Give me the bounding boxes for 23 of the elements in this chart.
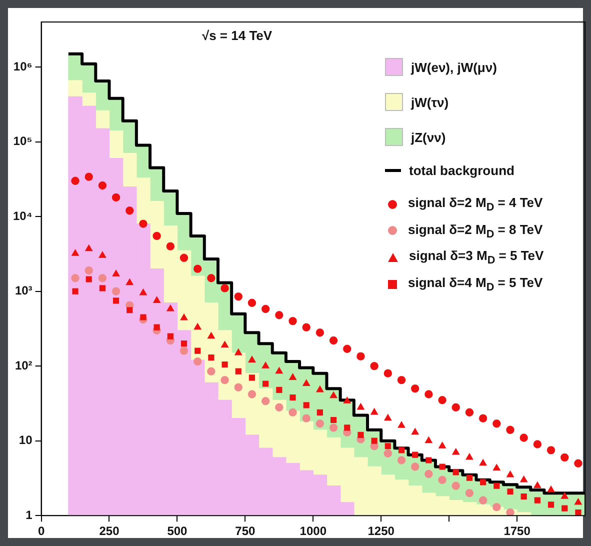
y-tick-label: 10³: [14, 284, 32, 298]
y-tick-label: 10⁴: [12, 208, 32, 223]
x-tick-label: 250: [99, 524, 120, 538]
y-tick-label: 10⁶: [13, 59, 32, 74]
x-tick-label: 1750: [504, 524, 531, 538]
legend-label: signal δ=2 M$_{D}$ = 4 TeV: [408, 195, 543, 214]
legend-label: signal δ=2 M$_{D}$ = 8 TeV: [408, 222, 543, 240]
x-tick-label: 1000: [300, 524, 327, 538]
x-tick-label: 1250: [368, 524, 395, 538]
legend-label: jZ(νν): [411, 130, 446, 144]
legend-label: signal δ=3 M$_{D}$ = 5 TeV: [409, 248, 544, 267]
x-tick-label: 500: [167, 524, 188, 538]
legend-label: total background: [409, 163, 514, 178]
x-tick-label: 750: [235, 524, 256, 538]
x-tick-label: 0: [38, 524, 45, 538]
legend-label: jW(eν), jW(μν): [411, 60, 497, 74]
y-tick-label: 1: [26, 508, 33, 522]
annotation: √s = 14 TeV: [202, 28, 272, 44]
y-tick-label: 10: [18, 433, 33, 448]
legend-label: signal δ=4 M$_{D}$ = 5 TeV: [408, 274, 543, 294]
legend-label: jW(τν): [411, 94, 449, 110]
y-tick-label: 10²: [14, 358, 32, 372]
y-tick-label: 10⁵: [13, 134, 32, 148]
